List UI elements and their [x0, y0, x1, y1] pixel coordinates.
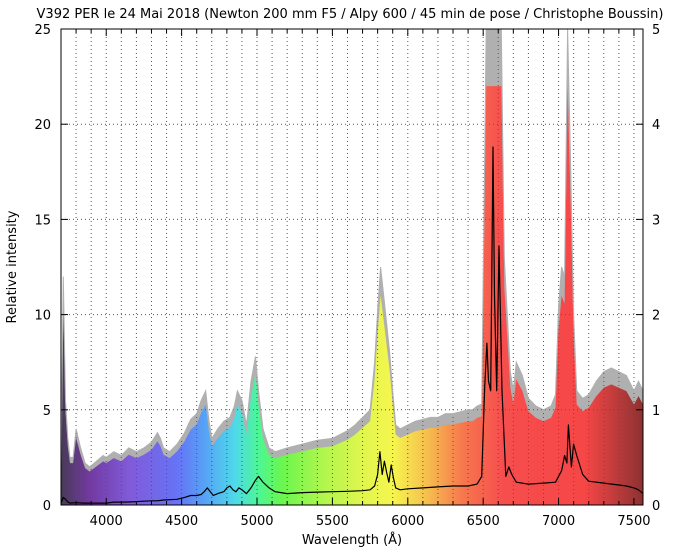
envelope-area-rainbow	[61, 86, 643, 505]
observed-spectrum-line	[61, 146, 643, 504]
y-tick-label: 5	[43, 404, 51, 419]
x-tick-label: 6000	[391, 514, 424, 529]
x-tick-label: 7500	[617, 514, 650, 529]
y-tick-label: 20	[34, 118, 51, 133]
plot-frame	[60, 28, 644, 506]
y-axis-title: Relative intensity	[5, 210, 20, 323]
y-tick-label: 10	[34, 309, 51, 324]
y-tick-label: 25	[34, 23, 51, 38]
y2-tick-label: 2	[652, 309, 660, 324]
x-axis-title: Wavelength (Å)	[302, 532, 402, 548]
y-tick-label: 0	[43, 499, 51, 514]
x-tick-label: 4000	[90, 514, 123, 529]
y2-tick-label: 1	[652, 404, 660, 419]
x-tick-label: 5000	[240, 514, 273, 529]
x-tick-label: 4500	[165, 514, 198, 529]
ticks-layer: 4000 4500 5000 5500 6000 6500 7000 750005101520…	[34, 23, 660, 529]
envelope-line	[61, 29, 643, 468]
y2-tick-label: 5	[652, 23, 660, 38]
x-tick-label: 7000	[542, 514, 575, 529]
y2-tick-label: 4	[652, 118, 660, 133]
y2-tick-label: 0	[652, 499, 660, 514]
y-tick-label: 15	[34, 213, 51, 228]
chart-title: V392 PER le 24 Mai 2018 (Newton 200 mm F…	[37, 7, 664, 22]
lines-layer	[61, 29, 643, 504]
fill-layer	[61, 29, 643, 505]
x-tick-label: 5500	[316, 514, 349, 529]
y2-tick-label: 3	[652, 213, 660, 228]
grid-layer	[61, 29, 643, 505]
x-tick-label: 6500	[467, 514, 500, 529]
